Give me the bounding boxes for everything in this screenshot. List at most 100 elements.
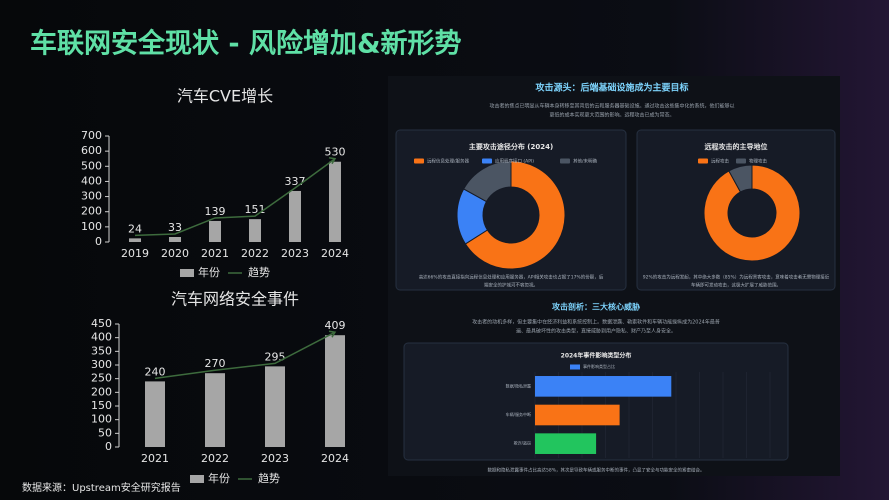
legend-swatch bbox=[414, 158, 424, 164]
legend-label: 远程攻击 bbox=[711, 158, 729, 165]
y-tick-label: 200 bbox=[81, 205, 102, 218]
bar bbox=[129, 238, 141, 242]
bar bbox=[209, 220, 221, 242]
chart-title: 主要攻击途径分布 (2024) bbox=[469, 142, 553, 151]
trend-arrow bbox=[328, 157, 337, 165]
value-label: 139 bbox=[205, 205, 226, 218]
x-tick-label: 2022 bbox=[201, 452, 229, 465]
caption: 92%的攻击为远程发起，其中绝大多数（85%）为远程黑客攻击，意味着攻击者无需物… bbox=[643, 274, 830, 281]
value-label: 24 bbox=[128, 222, 142, 235]
value-label: 240 bbox=[145, 365, 166, 378]
y-tick-label: 数据/隐私泄露 bbox=[506, 382, 531, 388]
x-tick-label: 2023 bbox=[261, 452, 289, 465]
x-tick-label: 2022 bbox=[241, 247, 269, 260]
x-tick-label: 2021 bbox=[141, 452, 169, 465]
chart-title: 汽车网络安全事件 bbox=[171, 290, 299, 309]
y-tick-label: 200 bbox=[91, 385, 112, 398]
caption: 端安全的护城河不容忽视。 bbox=[484, 282, 538, 289]
card bbox=[395, 129, 627, 291]
bar bbox=[535, 376, 672, 397]
y-tick-label: 450 bbox=[91, 317, 112, 330]
y-tick-label: 400 bbox=[81, 174, 102, 187]
legend-label: 应用程序接口 (API) bbox=[495, 158, 534, 165]
y-tick-label: 300 bbox=[81, 190, 102, 203]
value-label: 295 bbox=[265, 350, 286, 363]
y-tick-label: 0 bbox=[95, 235, 102, 248]
caption: 车辆即可发动攻击，这极大扩展了威胁范围。 bbox=[691, 282, 781, 289]
legend-swatch bbox=[560, 158, 570, 164]
y-tick-label: 500 bbox=[81, 159, 102, 172]
y-tick-label: 100 bbox=[81, 220, 102, 233]
legend-label: 物理攻击 bbox=[749, 158, 767, 165]
card bbox=[403, 342, 789, 461]
value-label: 151 bbox=[245, 203, 266, 216]
y-tick-label: 车辆/服务中断 bbox=[506, 411, 531, 417]
y-tick-label: 50 bbox=[98, 426, 112, 439]
pie-slice bbox=[703, 164, 801, 262]
x-tick-label: 2020 bbox=[161, 247, 189, 260]
trend-arrow bbox=[328, 330, 337, 338]
value-label: 530 bbox=[325, 146, 346, 159]
legend-label: 趋势 bbox=[248, 266, 270, 279]
y-tick-label: 300 bbox=[91, 358, 112, 371]
source: 数据来源：Upstream安全研究报告 bbox=[22, 481, 181, 494]
bar bbox=[145, 381, 165, 447]
y-tick-label: 700 bbox=[81, 129, 102, 142]
bar bbox=[265, 366, 285, 447]
x-tick-label: 2023 bbox=[281, 247, 309, 260]
y-tick-label: 欺诈/盗窃 bbox=[514, 440, 531, 446]
legend-label: 事件影响类型占比 bbox=[583, 363, 615, 369]
panel-text: 遍、最具破坏性的攻击类型，直接威胁到用户隐私、财产乃至人身安全。 bbox=[516, 328, 676, 335]
legend-swatch bbox=[180, 269, 194, 277]
pie-slice bbox=[464, 160, 566, 270]
y-tick-label: 250 bbox=[91, 372, 112, 385]
panel-text: 攻击者的焦点已明显从车辆本身转移至其背后的云和服务器基础设施。通过攻击这些集中化… bbox=[489, 103, 734, 110]
legend-swatch bbox=[570, 364, 580, 370]
y-tick-label: 0 bbox=[105, 440, 112, 453]
legend-label: 远程信息处理/服务器 bbox=[427, 158, 470, 165]
panel-heading: 攻击源头：后端基础设施成为主要目标 bbox=[535, 82, 688, 94]
value-label: 33 bbox=[168, 221, 182, 234]
value-label: 337 bbox=[285, 175, 306, 188]
bar bbox=[535, 404, 620, 426]
slide-title: 车联网安全现状 - 风险增加&新形势 bbox=[30, 28, 462, 60]
bar bbox=[249, 219, 261, 242]
y-tick-label: 100 bbox=[91, 413, 112, 426]
trend-line bbox=[134, 158, 336, 237]
value-label: 409 bbox=[325, 319, 346, 332]
pie-slice bbox=[728, 164, 753, 193]
bar bbox=[325, 335, 345, 447]
x-tick-label: 2019 bbox=[121, 247, 149, 260]
chart-title: 2024年事件影响类型分布 bbox=[561, 352, 632, 360]
x-tick-label: 2021 bbox=[201, 247, 229, 260]
value-label: 270 bbox=[205, 357, 226, 370]
panel-text: 攻击者的动机多样，但主要集中在经济利益和系统控制上。数据泄露、勒索软件和车辆功能… bbox=[472, 319, 720, 326]
y-tick-label: 350 bbox=[91, 344, 112, 357]
pie-slice bbox=[462, 160, 512, 203]
bar bbox=[289, 190, 301, 242]
y-tick-label: 150 bbox=[91, 399, 112, 412]
legend-label: 其他/未明确 bbox=[573, 158, 598, 165]
legend-label: 年份 bbox=[198, 265, 220, 279]
panel-heading: 攻击剖析：三大核心威胁 bbox=[552, 302, 640, 312]
y-tick-label: 400 bbox=[91, 331, 112, 344]
bar bbox=[535, 433, 597, 454]
bar bbox=[205, 373, 225, 447]
legend-swatch bbox=[190, 475, 204, 483]
caption: 高达66%的攻击直接指向远程信息处理和应用服务器，API相关攻击也占据了17%的… bbox=[419, 274, 604, 281]
card bbox=[636, 129, 836, 291]
trend-line bbox=[154, 331, 336, 380]
x-tick-label: 2024 bbox=[321, 247, 349, 260]
bar bbox=[329, 161, 341, 242]
chart-title: 汽车CVE增长 bbox=[177, 87, 273, 106]
legend-swatch bbox=[698, 158, 708, 164]
chart-title: 远程攻击的主导地位 bbox=[705, 142, 768, 151]
panel-text: 更低的成本实现更大范围的影响。远程攻击已成为常态。 bbox=[549, 112, 674, 119]
caption: 数据和隐私泄露事件占比高达58%，其次是导致车辆或服务中断的事件，凸显了安全与功… bbox=[488, 467, 705, 474]
y-tick-label: 600 bbox=[81, 144, 102, 157]
x-tick-label: 2024 bbox=[321, 452, 349, 465]
legend-label: 年份 bbox=[208, 471, 230, 485]
legend-swatch bbox=[736, 158, 746, 164]
bar bbox=[169, 237, 181, 242]
